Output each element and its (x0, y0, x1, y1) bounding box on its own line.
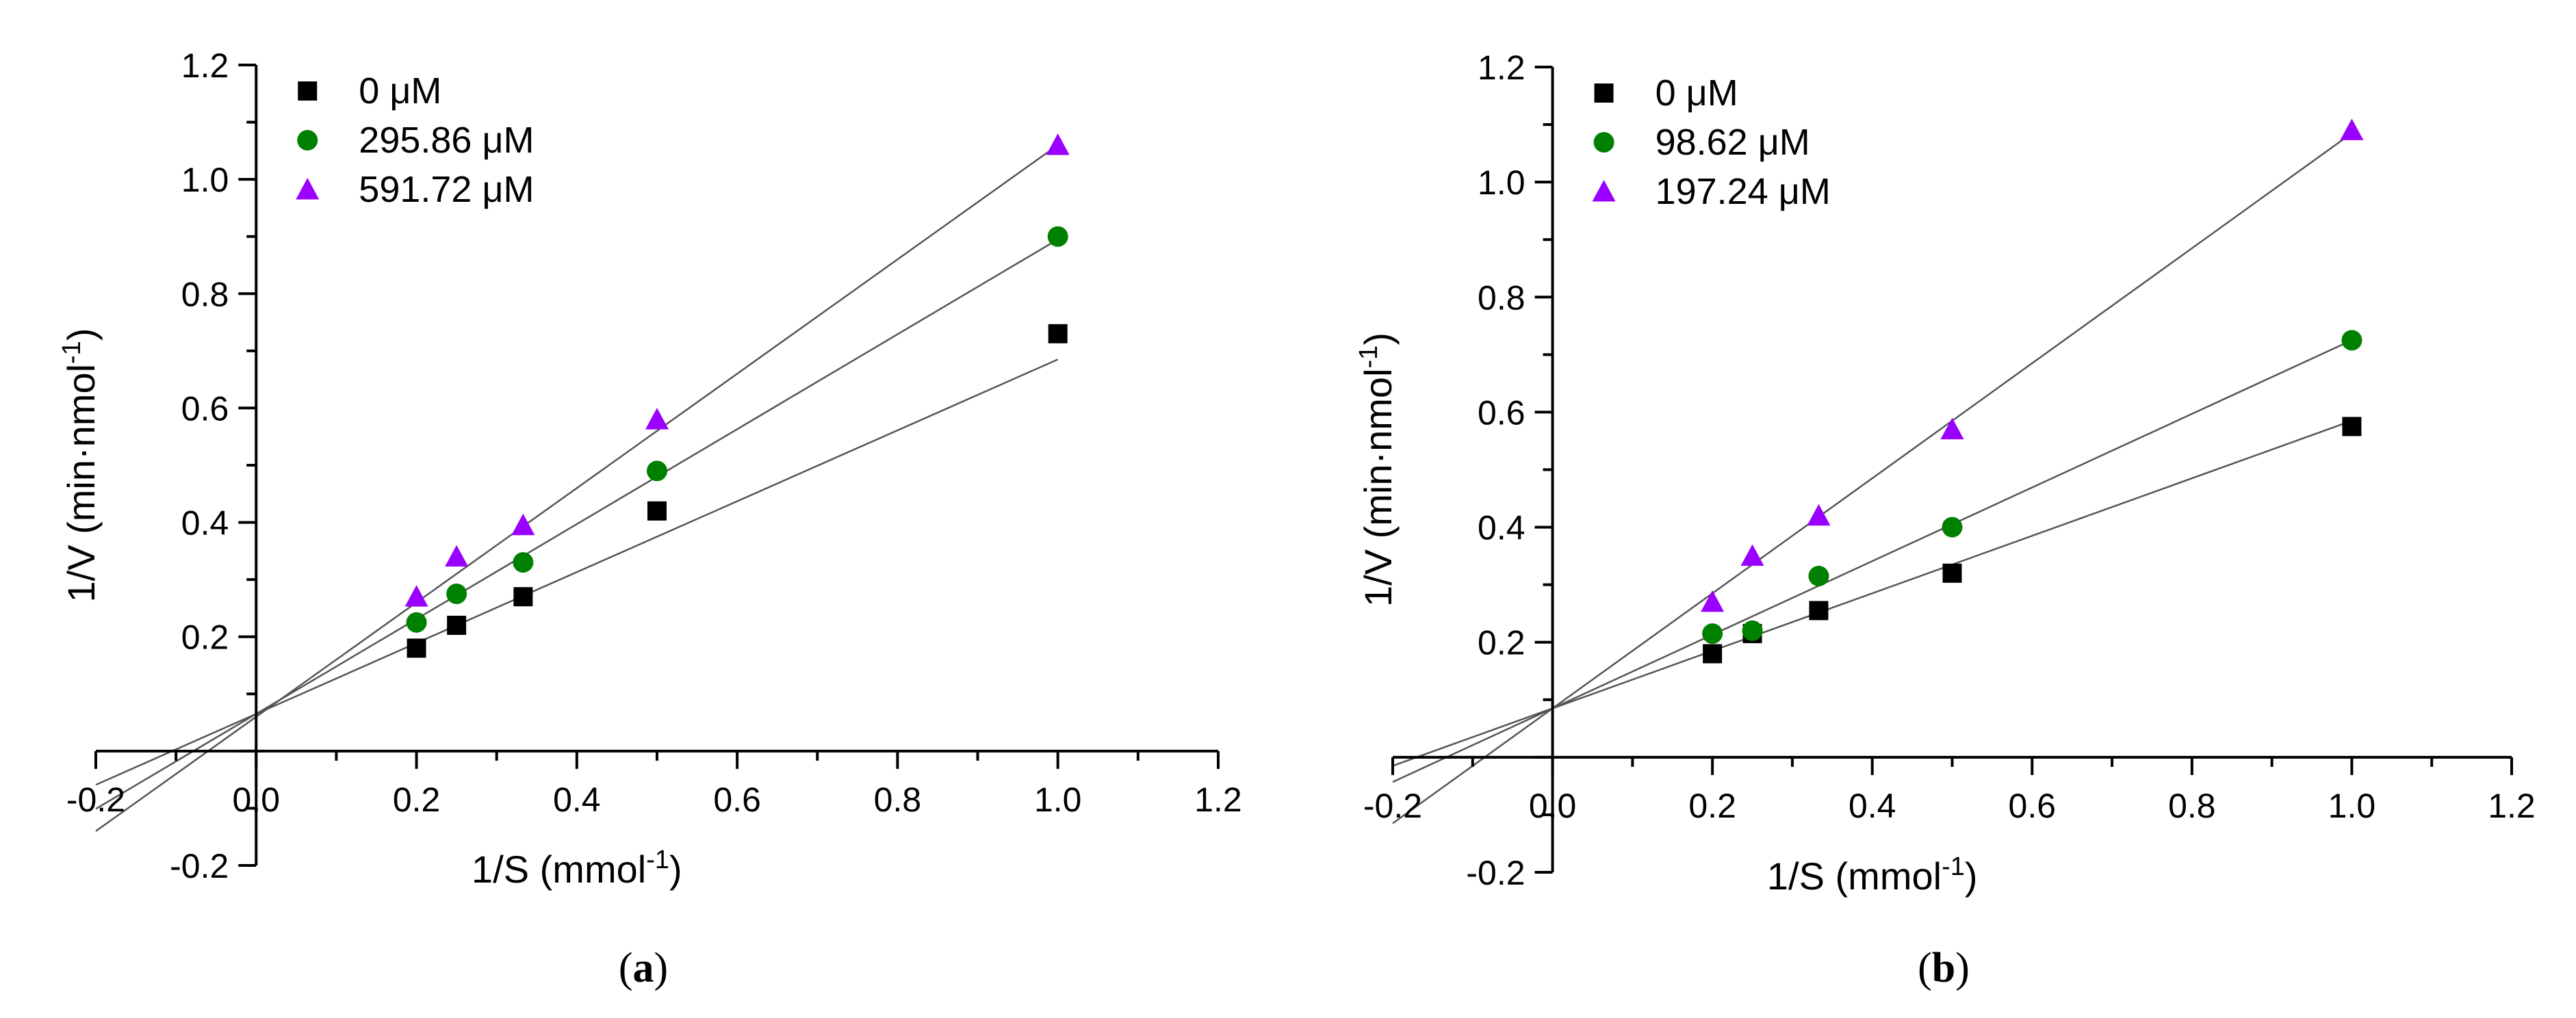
a-fit-line-2 (95, 144, 1059, 832)
b-y-tick-label: 0.2 (1478, 624, 1525, 662)
a-series-1-point (1047, 226, 1068, 247)
b-legend-marker-2 (1592, 180, 1616, 202)
b-y-tick-label: 1.0 (1478, 164, 1525, 202)
b-x-tick-label: 1.2 (2488, 787, 2536, 825)
chart-a: -0.2 0.0 0.2 0.4 0.6 0.8 1.0 1.2-0.20.20.40.60.… (57, 47, 1242, 891)
a-fit-line-0 (95, 358, 1059, 786)
a-legend-label-0: 0 μM (359, 70, 441, 112)
panel-a-caption-close: ) (654, 945, 669, 991)
b-x-tick-label: 1.0 (2328, 787, 2376, 825)
b-x-tick-label: 0.2 (1688, 787, 1736, 825)
b-series-0-point (2342, 417, 2362, 436)
b-series-2-point (1740, 544, 1764, 566)
a-series-2-point (1046, 133, 1070, 155)
a-x-tick-label: 0.8 (874, 781, 922, 819)
a-y-axis-title: 1/V (min·nmol-1) (57, 328, 103, 603)
a-x-tick-label: 0.4 (553, 781, 601, 819)
a-legend-label-1: 295.86 μM (359, 120, 534, 161)
b-series-1-point (1702, 623, 1723, 644)
a-x-tick-label: 0.6 (713, 781, 761, 819)
a-legend-label-2: 591.72 μM (359, 169, 534, 210)
a-x-tick-label: 0.2 (393, 781, 441, 819)
a-series-1-point (513, 552, 534, 573)
b-y-tick-label: 0.4 (1478, 509, 1525, 547)
a-series-0-point (447, 616, 467, 635)
a-legend-marker-0 (298, 81, 318, 101)
a-x-tick-label: 1.0 (1034, 781, 1082, 819)
panel-a-caption-open: ( (619, 945, 633, 991)
b-y-tick-label: -0.2 (1466, 854, 1525, 892)
a-series-2-point (445, 545, 469, 567)
b-series-2-point (1940, 417, 1964, 440)
a-y-tick-label: 0.2 (181, 618, 229, 657)
chart-b: -0.2 0.0 0.2 0.4 0.6 0.8 1.0 1.2-0.20.20.40.60.… (1354, 49, 2536, 898)
a-x-axis-title: 1/S (mmol-1) (472, 846, 682, 891)
b-x-tick-label: 0.0 (1529, 787, 1577, 825)
b-series-2-point (2340, 118, 2364, 140)
b-x-tick-label: 0.4 (1849, 787, 1896, 825)
a-fit-line-1 (95, 238, 1059, 810)
a-series-0-point (1048, 324, 1068, 343)
b-fit-line-1 (1392, 339, 2352, 783)
b-legend-label-2: 197.24 μM (1656, 171, 1831, 212)
a-x-tick-label: 0.0 (233, 781, 281, 819)
panel-b-caption-close: ) (1955, 945, 1970, 991)
b-x-tick-label: -0.2 (1363, 787, 1422, 825)
b-legend-label-1: 98.62 μM (1656, 122, 1810, 163)
a-y-tick-label: 0.8 (181, 275, 229, 313)
b-series-0-point (1809, 601, 1829, 621)
a-y-tick-label: -0.2 (170, 847, 229, 885)
panel-b-caption-open: ( (1918, 945, 1932, 991)
a-legend-marker-2 (296, 178, 320, 200)
b-legend-label-0: 0 μM (1656, 73, 1738, 114)
a-series-2-point (404, 585, 428, 607)
a-series-0-point (407, 638, 426, 658)
b-series-0-point (1703, 644, 1723, 664)
b-legend-marker-0 (1594, 83, 1614, 103)
a-y-tick-label: 1.0 (181, 161, 229, 199)
panel-a-caption-letter: a (633, 945, 654, 991)
a-y-tick-label: 0.4 (181, 504, 229, 543)
b-y-tick-label: 0.6 (1478, 393, 1525, 432)
b-series-1-point (2341, 330, 2362, 351)
panel-a-caption: (a) (619, 945, 668, 991)
a-series-1-point (647, 460, 667, 482)
a-y-tick-label: 0.6 (181, 389, 229, 428)
a-series-1-point (406, 612, 427, 633)
b-series-2-point (1701, 590, 1725, 612)
a-series-2-point (645, 408, 669, 430)
b-y-tick-label: 1.2 (1478, 49, 1525, 87)
b-series-2-point (1807, 504, 1831, 526)
a-x-tick-label: -0.2 (66, 781, 125, 819)
panel-b: -0.2 0.0 0.2 0.4 0.6 0.8 1.0 1.2-0.20.20.40.60.… (1354, 49, 2536, 991)
a-series-2-point (511, 513, 535, 536)
panel-a: -0.2 0.0 0.2 0.4 0.6 0.8 1.0 1.2-0.20.20.40.60.… (57, 47, 1242, 991)
b-series-1-point (1942, 517, 1963, 538)
a-series-0-point (647, 501, 667, 521)
b-y-tick-label: 0.8 (1478, 278, 1525, 317)
b-y-axis-title: 1/V (min·nmol-1) (1354, 332, 1400, 607)
panel-b-caption: (b) (1918, 945, 1970, 991)
b-x-tick-label: 0.6 (2009, 787, 2057, 825)
a-series-0-point (513, 587, 533, 607)
panel-b-caption-letter: b (1932, 945, 1955, 991)
a-x-tick-label: 1.2 (1194, 781, 1242, 819)
b-series-1-point (1742, 620, 1763, 641)
b-legend-marker-1 (1593, 132, 1614, 153)
b-x-tick-label: 0.8 (2168, 787, 2216, 825)
b-fit-line-0 (1392, 419, 2352, 767)
b-series-1-point (1808, 566, 1829, 587)
b-series-0-point (1942, 563, 1962, 583)
a-y-tick-label: 1.2 (181, 47, 229, 85)
a-series-1-point (446, 584, 467, 605)
a-legend-marker-1 (297, 130, 318, 151)
b-x-axis-title: 1/S (mmol-1) (1767, 852, 1978, 898)
b-fit-line-2 (1392, 132, 2353, 824)
